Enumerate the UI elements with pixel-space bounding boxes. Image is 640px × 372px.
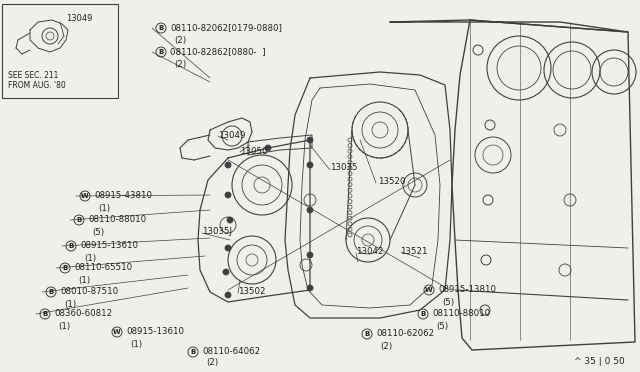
Bar [2, 4, 118, 98]
Circle shape [227, 217, 233, 223]
Circle shape [307, 285, 313, 291]
Text: B: B [364, 331, 370, 337]
Text: W: W [81, 193, 89, 199]
Circle shape [225, 245, 231, 251]
Text: 08110-82862[0880-  ]: 08110-82862[0880- ] [170, 48, 266, 57]
Text: 08110-88010: 08110-88010 [432, 310, 490, 318]
Text: (5): (5) [442, 298, 454, 307]
Circle shape [223, 269, 229, 275]
Text: B: B [158, 49, 164, 55]
Text: 13035J: 13035J [202, 228, 232, 237]
Text: 13049: 13049 [66, 14, 92, 23]
Text: (1): (1) [84, 253, 96, 263]
Text: B: B [158, 25, 164, 31]
Text: (1): (1) [78, 276, 90, 285]
Text: B: B [42, 311, 47, 317]
Circle shape [307, 252, 313, 258]
Circle shape [225, 162, 231, 168]
Text: B: B [190, 349, 196, 355]
Text: (1): (1) [130, 340, 142, 349]
Text: 08110-64062: 08110-64062 [202, 347, 260, 356]
Text: (2): (2) [174, 60, 186, 68]
Text: 13521: 13521 [400, 247, 428, 257]
Text: B: B [49, 289, 54, 295]
Text: 13050: 13050 [240, 148, 268, 157]
Text: 13520: 13520 [378, 177, 406, 186]
Text: B: B [62, 265, 68, 271]
Text: (1): (1) [64, 299, 76, 308]
Circle shape [225, 192, 231, 198]
Circle shape [307, 162, 313, 168]
Text: 08110-62062: 08110-62062 [376, 330, 434, 339]
Text: 08110-82062[0179-0880]: 08110-82062[0179-0880] [170, 23, 282, 32]
Circle shape [307, 207, 313, 213]
Text: 13035: 13035 [330, 164, 358, 173]
Text: 08915-13610: 08915-13610 [126, 327, 184, 337]
Text: 13502: 13502 [238, 288, 266, 296]
Text: W: W [113, 329, 121, 335]
Text: 13049: 13049 [218, 131, 245, 141]
Text: B: B [420, 311, 426, 317]
Text: 08360-60812: 08360-60812 [54, 310, 112, 318]
Text: 13042: 13042 [356, 247, 383, 257]
Text: (5): (5) [436, 321, 448, 330]
Text: 08010-87510: 08010-87510 [60, 288, 118, 296]
Text: (2): (2) [206, 357, 218, 366]
Circle shape [225, 292, 231, 298]
Text: (1): (1) [58, 321, 70, 330]
Text: 08110-88010: 08110-88010 [88, 215, 146, 224]
Text: (5): (5) [92, 228, 104, 237]
Text: 08110-65510: 08110-65510 [74, 263, 132, 273]
Text: B: B [76, 217, 82, 223]
Circle shape [265, 145, 271, 151]
Text: W: W [425, 287, 433, 293]
Text: 08915-13610: 08915-13610 [80, 241, 138, 250]
Text: B: B [68, 243, 74, 249]
Text: (1): (1) [98, 203, 110, 212]
Text: SEE SEC. 211: SEE SEC. 211 [8, 71, 58, 80]
Text: ^ 35 | 0 50: ^ 35 | 0 50 [574, 357, 625, 366]
Text: 08915-43810: 08915-43810 [94, 192, 152, 201]
Text: (2): (2) [174, 35, 186, 45]
Circle shape [307, 137, 313, 143]
Text: FROM AUG. '80: FROM AUG. '80 [8, 81, 66, 90]
Text: (2): (2) [380, 341, 392, 350]
Text: 08915-13810: 08915-13810 [438, 285, 496, 295]
